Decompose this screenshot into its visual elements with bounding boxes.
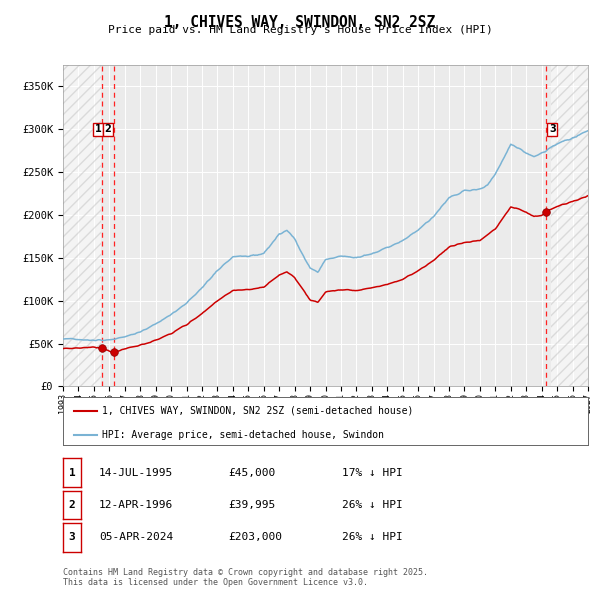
Text: 2: 2: [68, 500, 76, 510]
Text: 3: 3: [68, 533, 76, 542]
Bar: [551, 65, 588, 386]
Text: £203,000: £203,000: [228, 533, 282, 542]
Text: 17% ↓ HPI: 17% ↓ HPI: [342, 468, 403, 477]
Text: £39,995: £39,995: [228, 500, 275, 510]
Text: 2: 2: [104, 124, 111, 134]
Text: 1, CHIVES WAY, SWINDON, SN2 2SZ: 1, CHIVES WAY, SWINDON, SN2 2SZ: [164, 15, 436, 30]
Text: £45,000: £45,000: [228, 468, 275, 477]
Text: 05-APR-2024: 05-APR-2024: [99, 533, 173, 542]
Text: Price paid vs. HM Land Registry's House Price Index (HPI): Price paid vs. HM Land Registry's House …: [107, 25, 493, 35]
Text: 3: 3: [549, 124, 556, 134]
Text: Contains HM Land Registry data © Crown copyright and database right 2025.
This d: Contains HM Land Registry data © Crown c…: [63, 568, 428, 587]
Text: 1: 1: [68, 468, 76, 477]
Text: 26% ↓ HPI: 26% ↓ HPI: [342, 500, 403, 510]
Text: 14-JUL-1995: 14-JUL-1995: [99, 468, 173, 477]
Bar: [63, 65, 101, 386]
Text: 1, CHIVES WAY, SWINDON, SN2 2SZ (semi-detached house): 1, CHIVES WAY, SWINDON, SN2 2SZ (semi-de…: [103, 405, 414, 415]
Text: 26% ↓ HPI: 26% ↓ HPI: [342, 533, 403, 542]
Text: HPI: Average price, semi-detached house, Swindon: HPI: Average price, semi-detached house,…: [103, 430, 385, 440]
Text: 1: 1: [95, 124, 101, 134]
Text: 12-APR-1996: 12-APR-1996: [99, 500, 173, 510]
